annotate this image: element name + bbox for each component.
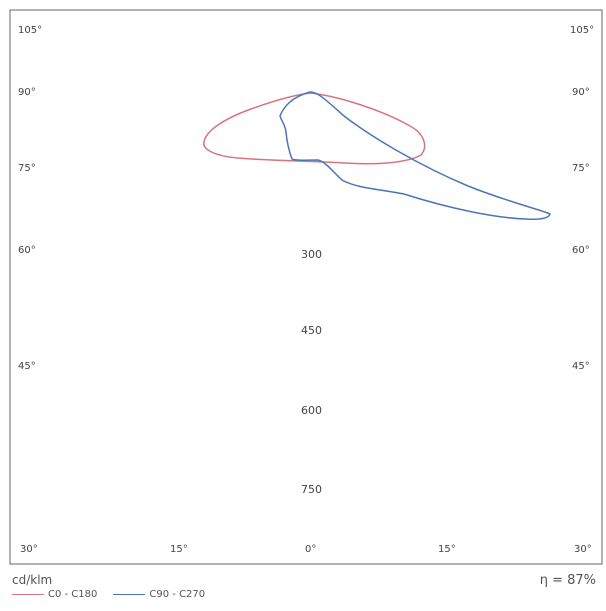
radial-label-750: 750 <box>301 483 322 496</box>
legend-label-c90-c270: C90 - C270 <box>149 589 206 600</box>
right-angle-label-30: 30° <box>574 544 592 555</box>
series-c90-c270-curve <box>279 91 551 220</box>
legend-label-c0-c180: C0 - C180 <box>48 589 98 600</box>
legend-item-c90-c270: C90 - C270 <box>113 589 205 600</box>
efficiency-label: η = 87% <box>539 573 596 588</box>
right-angle-label-60: 60° <box>572 245 590 256</box>
plot-frame <box>9 9 603 565</box>
radial-label-600: 600 <box>301 404 322 417</box>
radial-label-300: 300 <box>301 248 322 261</box>
bottom-angle-label-left-15: 15° <box>170 544 188 555</box>
left-angle-label-90: 90° <box>18 87 36 98</box>
bottom-angle-label-0: 0° <box>305 544 316 555</box>
legend: C0 - C180 C90 - C270 <box>12 589 205 600</box>
bottom-angle-label-right-15: 15° <box>438 544 456 555</box>
right-angle-label-45: 45° <box>572 361 590 372</box>
legend-swatch-c0-c180 <box>12 594 44 595</box>
series-c0-c180-curve <box>203 92 426 165</box>
right-angle-label-105: 105° <box>570 25 594 36</box>
right-angle-label-75: 75° <box>572 163 590 174</box>
left-angle-label-45: 45° <box>18 361 36 372</box>
left-angle-label-75: 75° <box>18 163 36 174</box>
legend-swatch-c90-c270 <box>113 594 146 595</box>
left-angle-label-60: 60° <box>18 245 36 256</box>
radial-label-450: 450 <box>301 324 322 337</box>
left-angle-label-105: 105° <box>18 25 42 36</box>
legend-item-c0-c180: C0 - C180 <box>12 589 97 600</box>
left-angle-label-30: 30° <box>20 544 38 555</box>
right-angle-label-90: 90° <box>572 87 590 98</box>
unit-label: cd/klm <box>12 573 53 587</box>
